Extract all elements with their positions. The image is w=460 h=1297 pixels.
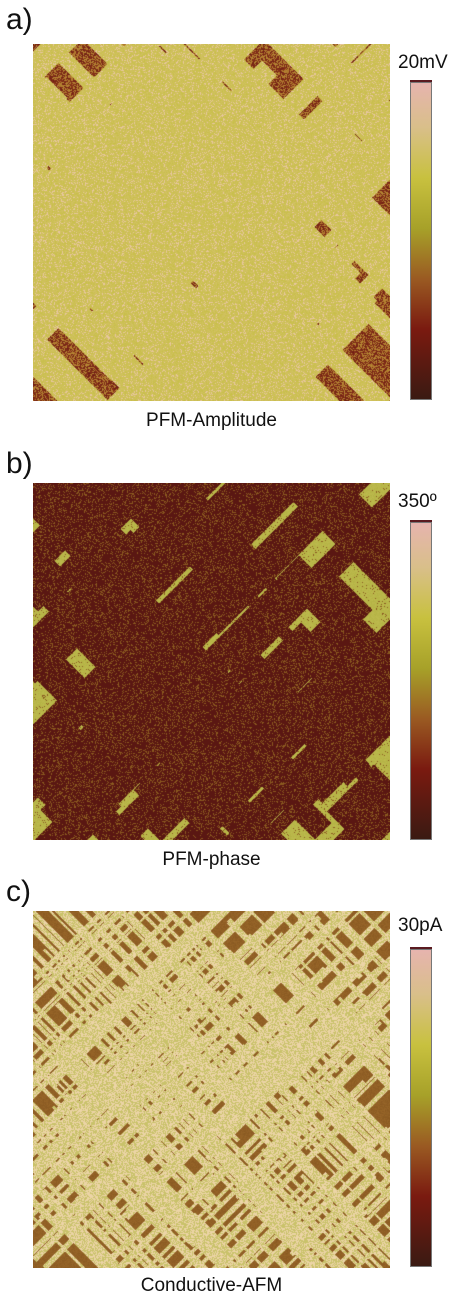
panel-caption: PFM-phase <box>162 849 261 870</box>
pfm-phase-canvas <box>33 483 390 840</box>
panel-caption: PFM-Amplitude <box>146 410 277 431</box>
colorbar <box>410 520 432 840</box>
colorbar <box>410 947 432 1267</box>
panel-a: a) 20mV PFM-Amplitude <box>0 0 460 432</box>
pfm-amplitude-canvas <box>33 44 390 401</box>
panel-b: b) 350º PFM-phase <box>6 447 437 870</box>
colorbar-max-label: 20mV <box>398 52 448 73</box>
panel-label: a) <box>6 3 33 36</box>
colorbar-max-label: 30pA <box>398 915 443 936</box>
conductive-afm-map <box>33 911 390 1268</box>
pfm-phase-map <box>33 483 390 840</box>
panel-label: b) <box>6 447 33 480</box>
panel-label: c) <box>6 875 31 908</box>
colorbar-max-label: 350º <box>398 491 437 512</box>
colorbar <box>410 80 432 400</box>
panel-caption: Conductive-AFM <box>140 1275 283 1296</box>
pfm-amplitude-map <box>33 44 390 401</box>
conductive-afm-canvas <box>33 911 390 1268</box>
